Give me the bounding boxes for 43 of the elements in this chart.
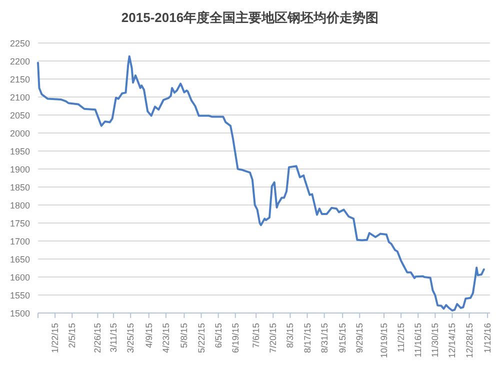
x-tick-label: 7/20/15 xyxy=(268,323,278,354)
x-tick-label: 5/8/15 xyxy=(179,323,190,348)
y-tick-label: 1950 xyxy=(10,146,30,156)
x-tick-label: 1/12/16 xyxy=(482,323,493,354)
x-tick-label: 3/11/15 xyxy=(108,323,119,352)
y-tick-label: 2200 xyxy=(10,56,30,66)
x-tick-label: 1/22/15 xyxy=(50,323,60,354)
y-tick-label: 2000 xyxy=(10,128,30,138)
x-tick-label: 12/14/15 xyxy=(447,323,458,358)
y-tick-label: 1700 xyxy=(10,236,30,246)
y-tick-label: 1750 xyxy=(10,218,30,228)
x-tick-label: 4/9/15 xyxy=(144,323,154,348)
line-series xyxy=(37,55,485,312)
x-tick-label: 11/2/15 xyxy=(396,323,406,352)
x-tick-label: 11/16/15 xyxy=(413,323,424,358)
y-tick-label: 2100 xyxy=(10,92,30,102)
x-tick-label: 9/15/15 xyxy=(338,323,348,354)
y-tick-label: 1550 xyxy=(10,290,30,300)
y-tick-label: 1650 xyxy=(10,254,30,264)
x-tick-label: 12/28/15 xyxy=(464,323,474,358)
y-tick-label: 1500 xyxy=(10,308,30,318)
x-tick-label: 2/26/15 xyxy=(92,323,103,354)
y-tick-label: 1900 xyxy=(10,164,30,174)
x-tick-label: 2/5/15 xyxy=(67,323,78,348)
y-tick-label: 2150 xyxy=(10,74,30,84)
y-tick-label: 2250 xyxy=(10,38,30,48)
y-tick-label: 1850 xyxy=(10,182,30,192)
x-tick-label: 7/6/15 xyxy=(251,323,262,348)
x-tick-label: 8/17/15 xyxy=(302,323,312,354)
x-tick-label: 8/31/15 xyxy=(319,323,330,354)
x-tick-label: 3/25/15 xyxy=(126,323,136,354)
x-tick-label: 6/5/15 xyxy=(213,323,224,348)
x-tick-label: 6/19/15 xyxy=(230,323,240,354)
x-tick-label: 5/22/15 xyxy=(196,323,206,354)
y-tick-label: 2050 xyxy=(10,110,30,120)
y-tick-label: 1800 xyxy=(10,200,30,210)
x-tick-label: 11/30/15 xyxy=(430,323,440,358)
x-tick-label: 9/29/15 xyxy=(354,323,365,354)
y-tick-label: 1600 xyxy=(10,272,30,282)
x-tick-label: 10/19/15 xyxy=(379,323,390,358)
x-tick-label: 4/23/15 xyxy=(160,323,171,354)
x-tick-label: 8/3/15 xyxy=(285,323,296,348)
chart-title: 2015-2016年度全国主要地区钢坯均价走势图 xyxy=(121,10,379,25)
